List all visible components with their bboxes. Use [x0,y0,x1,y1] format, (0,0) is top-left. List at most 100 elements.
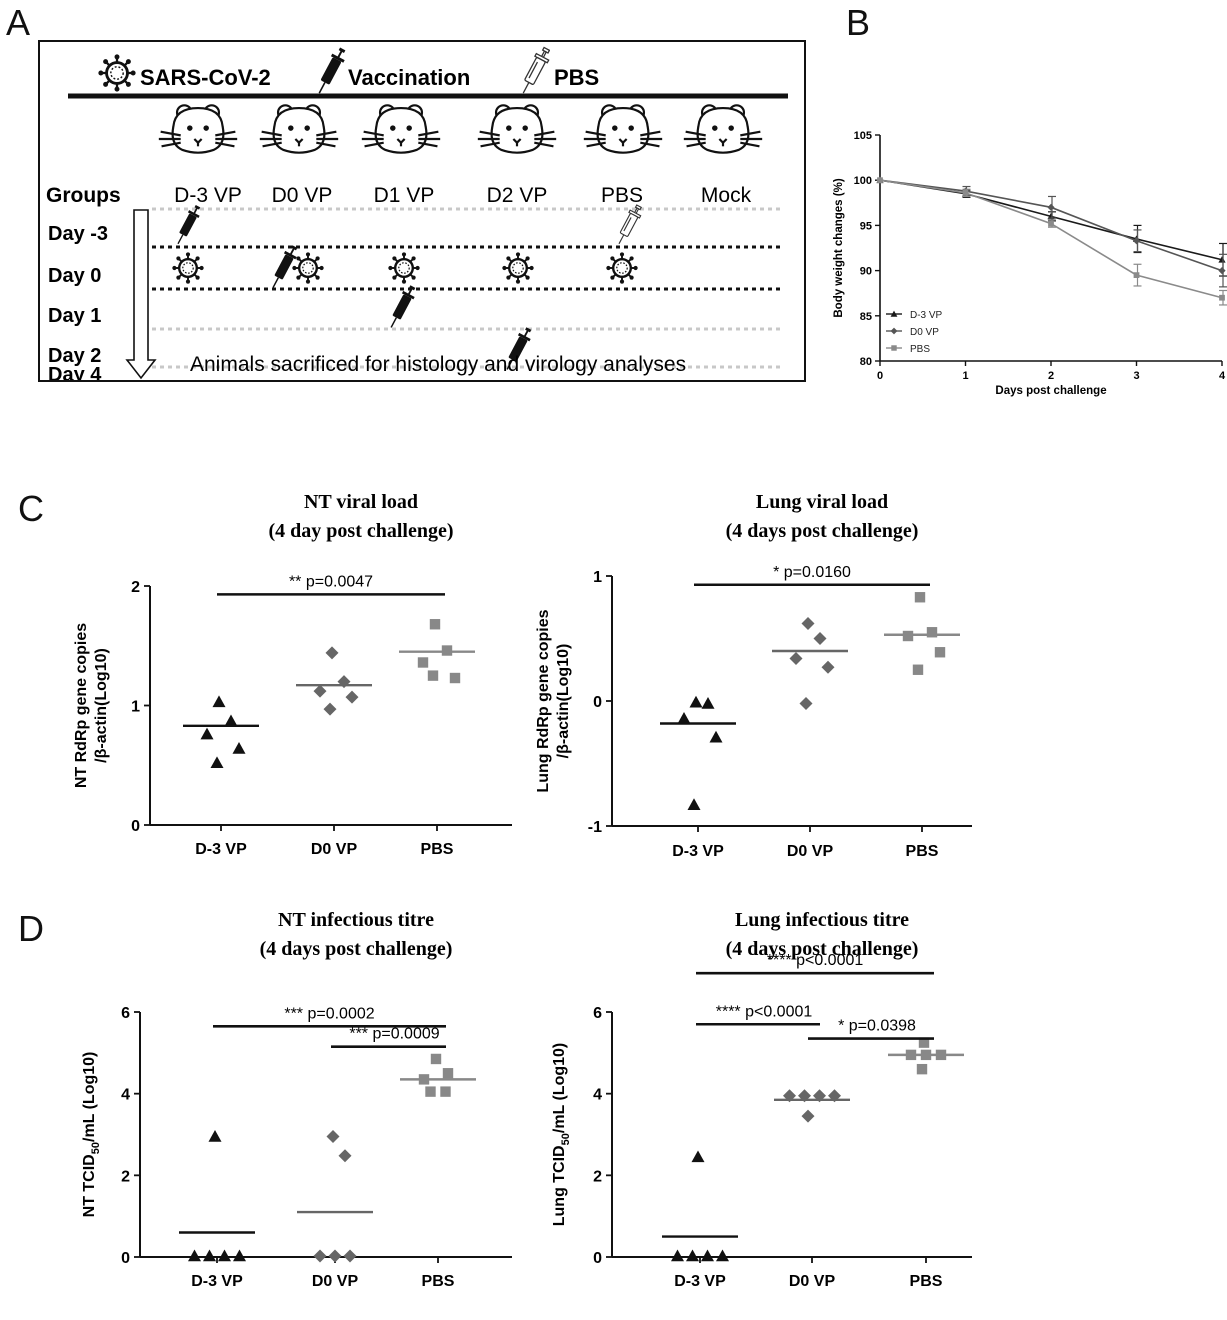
y-tick-label: 2 [131,579,140,596]
data-point [789,652,803,665]
x-tick-label: PBS [910,1273,943,1290]
x-tick-label: D0 VP [312,1273,359,1290]
body-weight-chart: 80 85 90 95 100 105 0 1 2 3 4 Days post challenge Bo… [833,130,1227,397]
legend-marker [890,310,898,317]
data-point [962,189,969,196]
day-label: Day 1 [48,305,101,327]
panel-letter-c: C [18,488,44,529]
syringe-filled-icon [316,44,346,98]
day-label: Day 0 [48,265,101,287]
x-tick-label: D-3 VP [195,841,247,858]
data-point [232,742,246,754]
y-axis-label-subscript: 50 [560,1133,572,1145]
data-point [1218,267,1226,275]
virus-icon [388,252,420,284]
y-axis-label-line: /β-actin(Log10) [93,648,110,763]
y-axis-label-subscript: 50 [90,1142,102,1154]
x-tick-label: D-3 VP [672,843,724,860]
data-point [687,798,701,810]
data-point [709,730,723,743]
x-tick-label: PBS [421,841,454,858]
data-point [328,1249,342,1263]
lung-infectious-titre-chart: Lung infectious titre (4 days post challe… [551,909,972,1290]
data-point [440,1086,451,1097]
virus-icon [172,252,204,284]
data-point [1218,256,1226,263]
data-point [343,1249,357,1263]
data-point [918,1037,930,1048]
data-point [224,714,238,727]
legend-marker [890,327,898,335]
data-point [203,1249,216,1262]
chart-subtitle: (4 days post challenge) [260,938,453,960]
significance-label: * p=0.0160 [773,564,851,581]
data-point [323,702,337,716]
y-tick-label: 2 [593,1168,602,1185]
y-axis-label-part: /mL (Log10) [81,1052,98,1142]
chart-subtitle: (4 day post challenge) [269,520,454,542]
syringe-outline-icon [520,44,550,98]
nt-viral-load-chart: NT viral load (4 day post challenge) 0 1 2 D-… [73,491,512,858]
y-tick-label: 4 [121,1087,130,1104]
x-tick-label: PBS [906,843,939,860]
group-label: Mock [701,184,752,207]
data-point [325,646,339,660]
y-tick-label: 105 [854,130,872,142]
data-point [200,727,214,740]
data-point [442,1068,454,1079]
data-point [313,1249,327,1263]
x-tick-label: D0 VP [311,841,358,858]
series-line [879,179,1223,299]
x-tick-label: 4 [1219,370,1226,382]
y-tick-label: 0 [131,818,140,835]
y-axis-label-part: /mL (Log10) [551,1043,568,1133]
data-point [701,697,715,709]
data-point [801,617,815,630]
data-point [799,697,813,710]
x-tick-label: 0 [877,370,883,382]
y-tick-label: 95 [860,220,872,232]
lung-viral-load-chart: Lung viral load (4 days post challenge) -1… [535,491,972,860]
study-design-diagram: SARS-CoV-2 Vaccination PBS Groups D-3 VP… [46,44,788,386]
hamster-icon [360,104,442,154]
chart-subtitle: (4 days post challenge) [726,520,919,542]
y-axis-label: NT TCID50/mL (Log10) [81,1052,102,1218]
significance-label: **** p<0.0001 [767,952,864,969]
y-tick-label: 90 [860,266,872,278]
data-point [1048,220,1054,227]
x-tick-label: D0 VP [787,843,834,860]
data-point [427,670,439,681]
significance-label: **** p<0.0001 [716,1003,813,1020]
data-point [417,657,429,668]
y-tick-label: 4 [593,1087,602,1104]
virus-icon [98,54,136,92]
significance-label: * p=0.0398 [838,1018,916,1035]
group-label: PBS [601,184,643,207]
y-tick-label: 1 [593,569,602,586]
data-point [798,1089,811,1103]
sacrifice-note: Animals sacrificed for histology and vir… [190,353,686,376]
data-point [686,1249,699,1262]
chart-title: Lung infectious titre [735,909,909,931]
significance-label: *** p=0.0009 [349,1026,439,1043]
data-point [326,1130,340,1144]
data-point [716,1249,729,1262]
hamster-icon [582,104,664,154]
legend-vaccination-label: Vaccination [348,65,470,90]
data-point [877,177,883,184]
data-point [813,1089,826,1103]
y-tick-label: 1 [131,699,140,716]
panel-letter-d: D [18,908,44,949]
data-point [210,756,224,769]
legend-label: PBS [910,344,930,355]
day-label: Day 4 [48,364,102,380]
y-axis-label-line: NT RdRp gene copies [73,623,90,788]
data-point [671,1249,684,1262]
data-point [783,1089,796,1103]
time-arrow [125,209,157,380]
study-design-panel: SARS-CoV-2 Vaccination PBS Groups D-3 VP… [38,40,806,386]
chart-title: Lung viral load [756,491,888,513]
y-tick-label: 6 [593,1005,602,1022]
y-tick-label: 100 [854,175,872,187]
data-point [233,1249,246,1262]
